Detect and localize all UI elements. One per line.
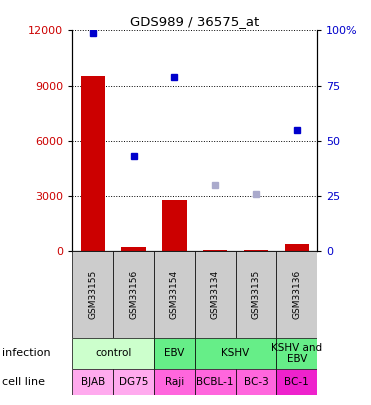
Bar [121, 247, 146, 251]
Text: BJAB: BJAB [81, 377, 105, 387]
Text: GSM33154: GSM33154 [170, 270, 179, 319]
Text: BCBL-1: BCBL-1 [196, 377, 234, 387]
Bar [276, 369, 317, 395]
Bar [195, 369, 236, 395]
Text: DG75: DG75 [119, 377, 148, 387]
Bar [203, 250, 227, 251]
Text: control: control [95, 348, 131, 358]
Text: GSM33135: GSM33135 [252, 270, 260, 319]
Text: Raji: Raji [165, 377, 184, 387]
Bar [244, 250, 268, 251]
Text: infection: infection [2, 348, 50, 358]
Bar [276, 338, 317, 369]
Bar [154, 369, 195, 395]
Bar [236, 369, 276, 395]
Text: GSM33134: GSM33134 [211, 270, 220, 319]
Bar [72, 369, 113, 395]
Bar [113, 369, 154, 395]
Text: BC-3: BC-3 [244, 377, 268, 387]
Bar [195, 251, 236, 338]
Text: KSHV and
EBV: KSHV and EBV [271, 343, 322, 364]
Bar [154, 251, 195, 338]
Bar [236, 251, 276, 338]
Text: KSHV: KSHV [221, 348, 250, 358]
Bar [113, 251, 154, 338]
Text: GSM33156: GSM33156 [129, 270, 138, 319]
Text: GSM33136: GSM33136 [292, 270, 301, 319]
Bar [195, 338, 276, 369]
Bar [72, 338, 154, 369]
Text: GSM33155: GSM33155 [88, 270, 97, 319]
Bar [285, 244, 309, 251]
Bar [154, 338, 195, 369]
Bar [276, 251, 317, 338]
Bar [162, 200, 187, 251]
Bar [72, 251, 113, 338]
Text: EBV: EBV [164, 348, 184, 358]
Bar [81, 77, 105, 251]
Text: cell line: cell line [2, 377, 45, 387]
Text: BC-1: BC-1 [285, 377, 309, 387]
Title: GDS989 / 36575_at: GDS989 / 36575_at [130, 15, 259, 28]
